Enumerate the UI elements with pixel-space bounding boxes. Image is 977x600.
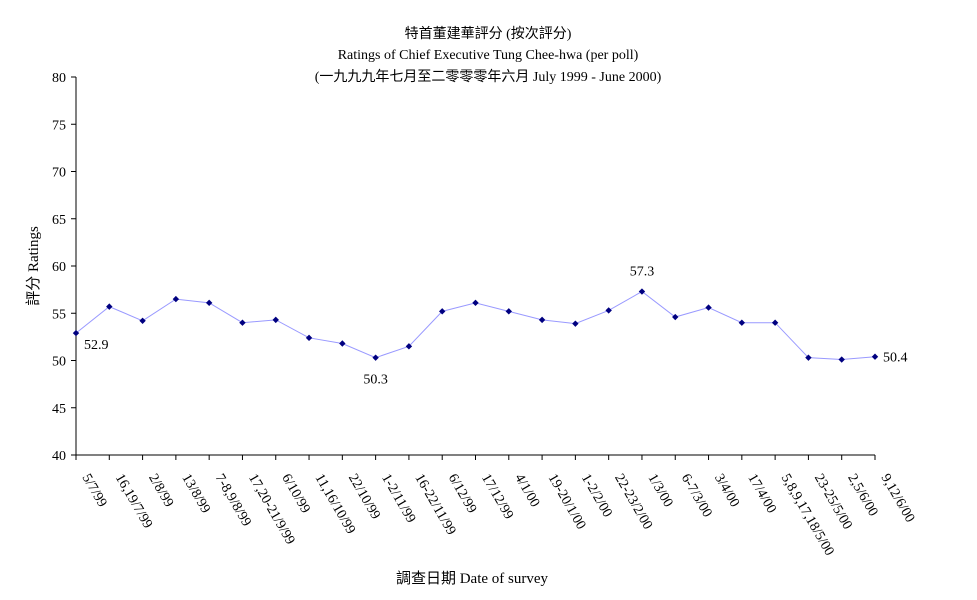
- chart-subtitle: Ratings of Chief Executive Tung Chee-hwa…: [338, 48, 639, 63]
- data-point: [805, 354, 812, 361]
- x-tick-label: 5/7/99: [79, 472, 110, 510]
- data-point: [239, 319, 246, 326]
- data-point: [106, 303, 113, 310]
- data-point: [139, 317, 146, 325]
- data-point: [638, 288, 646, 295]
- y-axis-title: 評分 Ratings: [25, 226, 42, 306]
- data-point: [672, 313, 679, 321]
- data-point: [172, 295, 180, 303]
- y-axis-ticks: 40 45 50 55 60 65 70 75 80: [52, 71, 76, 464]
- x-tick-label: 22/10/99: [345, 472, 383, 523]
- x-tick-label: 17/12/99: [478, 472, 516, 523]
- x-tick-label: 2,5/6/00: [844, 472, 880, 520]
- y-tick-label: 50: [52, 355, 66, 370]
- data-label: 50.4: [883, 351, 908, 366]
- data-point: [738, 319, 746, 326]
- x-tick-label: 2/8/99: [145, 472, 176, 510]
- data-point: [272, 316, 279, 324]
- data-point: [572, 320, 579, 327]
- data-point: [605, 307, 612, 314]
- data-point: [372, 354, 379, 361]
- x-tick-label: 1/3/00: [644, 472, 675, 510]
- data-point: [505, 308, 512, 315]
- data-point: [205, 299, 213, 307]
- ratings-series: [72, 288, 879, 363]
- data-point: [705, 304, 712, 311]
- x-tick-label: 13/8/99: [178, 472, 212, 517]
- y-tick-label: 75: [52, 118, 66, 133]
- x-tick-label: 17/4/00: [744, 472, 778, 517]
- data-point: [339, 340, 346, 347]
- y-tick-label: 40: [52, 449, 66, 464]
- x-tick-label: 4/1/00: [511, 472, 542, 510]
- data-label: 57.3: [630, 265, 655, 280]
- data-point: [871, 353, 879, 360]
- data-point: [472, 299, 479, 307]
- x-tick-label: 9,12/6/00: [878, 472, 918, 526]
- data-point: [405, 343, 413, 350]
- y-tick-label: 70: [52, 166, 66, 181]
- y-tick-label: 65: [52, 213, 66, 228]
- x-axis-ticks: 5/7/99 16,19/7/992/8/99 13/8/997-8,9/8/991…: [75, 455, 918, 558]
- data-label: 52.9: [84, 338, 109, 353]
- data-point: [771, 319, 779, 326]
- data-point: [538, 316, 546, 324]
- y-tick-label: 45: [52, 402, 66, 417]
- chart-title: 特首董建華評分 (按次評分): [405, 26, 572, 42]
- chart-subtitle-period: (一九九九年七月至二零零零年六月 July 1999 - June 2000): [315, 69, 662, 85]
- y-tick-label: 60: [52, 260, 66, 275]
- y-tick-label: 55: [52, 307, 66, 322]
- data-point: [305, 334, 313, 342]
- x-tick-label: 6/12/99: [445, 472, 479, 517]
- data-label: 50.3: [363, 373, 388, 388]
- x-tick-label: 6-7/3/00: [678, 472, 715, 521]
- data-point: [439, 308, 446, 315]
- data-point: [72, 329, 80, 337]
- x-axis-title: 調查日期 Date of survey: [396, 570, 549, 587]
- y-tick-label: 80: [52, 71, 66, 86]
- x-tick-label: 1-2/2/00: [578, 472, 615, 521]
- data-point: [838, 356, 845, 363]
- data-labels: 52.9 50.3 57.3 50.4: [84, 265, 908, 388]
- x-tick-label: 6/10/99: [278, 472, 312, 517]
- x-tick-label: 3/4/00: [711, 472, 742, 510]
